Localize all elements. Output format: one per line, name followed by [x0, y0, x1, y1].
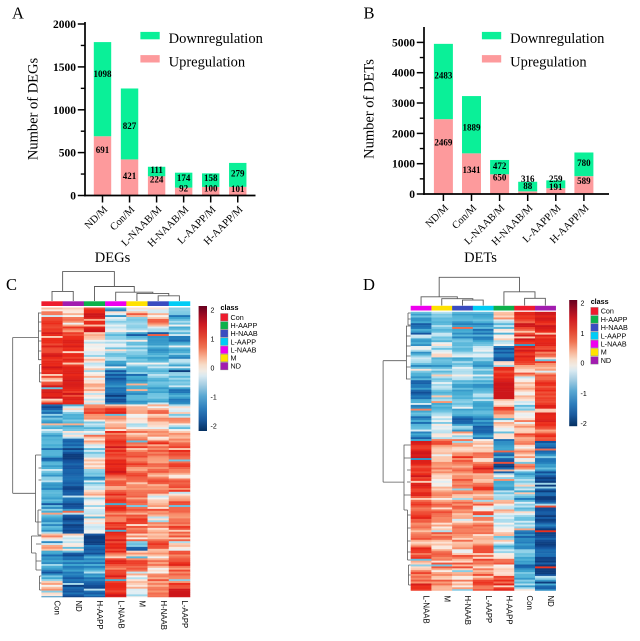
svg-text:M: M	[601, 348, 607, 357]
svg-text:L-NAAB: L-NAAB	[231, 345, 257, 354]
svg-text:Con: Con	[601, 307, 614, 316]
svg-text:827: 827	[123, 121, 137, 131]
svg-text:224: 224	[150, 175, 164, 185]
svg-text:1889: 1889	[463, 123, 482, 133]
svg-text:C: C	[6, 275, 17, 294]
svg-text:191: 191	[549, 182, 563, 192]
svg-text:3000: 3000	[392, 98, 415, 110]
svg-text:0: 0	[70, 191, 76, 203]
svg-text:M: M	[231, 354, 237, 363]
svg-text:H-AAPP: H-AAPP	[601, 315, 628, 324]
svg-text:Number of DETs: Number of DETs	[362, 59, 378, 159]
svg-text:DETs: DETs	[464, 250, 497, 266]
svg-text:L-AAPP: L-AAPP	[180, 601, 189, 629]
svg-text:88: 88	[523, 181, 533, 191]
svg-text:L-NAAB: L-NAAB	[116, 601, 125, 629]
svg-text:100: 100	[204, 184, 218, 194]
svg-text:ND: ND	[546, 596, 555, 608]
svg-text:2000: 2000	[392, 128, 415, 140]
svg-text:D: D	[363, 275, 375, 294]
svg-text:2: 2	[581, 301, 585, 308]
svg-text:-2: -2	[211, 424, 217, 431]
svg-text:L-NAAB: L-NAAB	[601, 340, 627, 349]
svg-text:259: 259	[549, 174, 563, 184]
svg-text:421: 421	[123, 171, 137, 181]
svg-text:H-NAAB: H-NAAB	[601, 323, 628, 332]
svg-text:Number of DEGs: Number of DEGs	[25, 58, 41, 161]
svg-text:2469: 2469	[434, 138, 453, 148]
svg-text:H-AAPP: H-AAPP	[95, 601, 104, 630]
svg-text:Upregulation: Upregulation	[169, 54, 246, 70]
svg-text:ND: ND	[601, 356, 611, 365]
svg-text:92: 92	[179, 184, 189, 194]
svg-text:Con: Con	[231, 313, 244, 322]
svg-text:1500: 1500	[53, 62, 76, 74]
svg-text:2: 2	[211, 308, 215, 315]
svg-text:500: 500	[59, 148, 77, 160]
svg-text:ND: ND	[74, 601, 83, 613]
svg-text:Upregulation: Upregulation	[510, 54, 587, 70]
svg-text:M: M	[442, 596, 451, 603]
svg-text:H-NAAB: H-NAAB	[463, 596, 472, 625]
svg-text:4000: 4000	[392, 68, 415, 80]
svg-text:H-AAPP: H-AAPP	[231, 321, 258, 330]
svg-text:L-AAPP: L-AAPP	[484, 596, 493, 624]
svg-text:691: 691	[96, 145, 110, 155]
svg-text:class: class	[221, 303, 239, 312]
svg-text:1000: 1000	[392, 159, 415, 171]
svg-text:158: 158	[204, 173, 218, 183]
svg-text:0: 0	[409, 189, 415, 201]
svg-text:Con: Con	[53, 601, 62, 615]
svg-text:472: 472	[493, 161, 507, 171]
svg-text:L-AAPP: L-AAPP	[601, 331, 627, 340]
svg-text:M: M	[138, 601, 147, 608]
svg-text:A: A	[12, 4, 24, 23]
svg-text:B: B	[364, 4, 375, 23]
svg-text:class: class	[591, 297, 609, 306]
svg-text:279: 279	[231, 169, 245, 179]
svg-text:111: 111	[150, 165, 163, 175]
svg-text:2000: 2000	[53, 19, 76, 31]
svg-text:DEGs: DEGs	[95, 250, 131, 266]
svg-text:1000: 1000	[53, 105, 76, 117]
svg-text:2483: 2483	[434, 71, 453, 81]
svg-text:H-NAAB: H-NAAB	[231, 329, 258, 338]
svg-text:1: 1	[211, 337, 215, 344]
svg-text:ND: ND	[231, 362, 241, 371]
svg-text:0: 0	[211, 366, 215, 373]
svg-text:0: 0	[581, 361, 585, 368]
svg-text:316: 316	[521, 174, 535, 184]
svg-text:650: 650	[493, 173, 507, 183]
svg-text:Downregulation: Downregulation	[510, 31, 605, 47]
svg-text:-2: -2	[581, 421, 587, 428]
svg-text:1: 1	[581, 331, 585, 338]
svg-text:589: 589	[577, 176, 591, 186]
svg-text:Downregulation: Downregulation	[169, 31, 264, 47]
svg-text:L-NAAB: L-NAAB	[422, 596, 431, 624]
svg-text:1341: 1341	[463, 165, 482, 175]
svg-text:1098: 1098	[94, 69, 113, 79]
svg-text:H-NAAB: H-NAAB	[159, 601, 168, 630]
svg-text:H-AAPP: H-AAPP	[505, 596, 514, 625]
svg-text:101: 101	[231, 184, 245, 194]
svg-text:Con: Con	[525, 596, 534, 610]
svg-text:-1: -1	[211, 395, 217, 402]
svg-text:5000: 5000	[392, 37, 415, 49]
svg-text:780: 780	[577, 158, 591, 168]
svg-text:174: 174	[177, 173, 191, 183]
svg-text:-1: -1	[581, 391, 587, 398]
svg-text:L-AAPP: L-AAPP	[231, 337, 257, 346]
